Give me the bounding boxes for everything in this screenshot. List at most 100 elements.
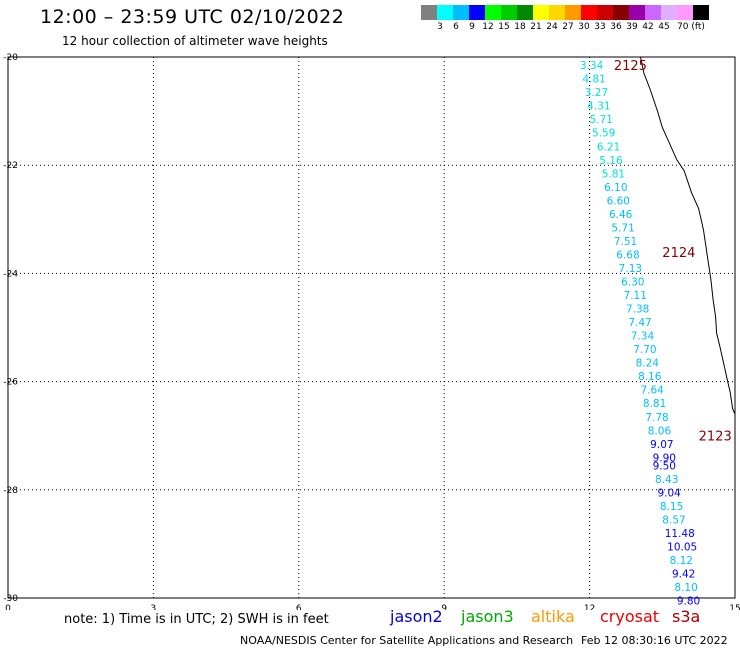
satellite-name: jason3	[461, 607, 514, 626]
track-id-label: 2124	[662, 246, 695, 261]
wave-height-label: 8.16	[638, 371, 662, 383]
legend-swatch	[453, 5, 469, 20]
legend-label: 33	[594, 22, 606, 32]
legend-swatch	[501, 5, 517, 20]
wave-height-label: 7.64	[640, 385, 664, 397]
wave-height-label: 6.21	[597, 141, 620, 153]
track-id-label: 2125	[614, 59, 647, 74]
wave-height-label: 3.27	[585, 87, 608, 99]
wave-height-label: 8.12	[670, 555, 693, 567]
legend-swatch	[437, 5, 453, 20]
map-frame	[7, 56, 736, 599]
credit-line: NOAA/NESDIS Center for Satellite Applica…	[240, 634, 574, 647]
y-tick-label: -24	[3, 269, 18, 279]
x-tick-label: 0	[5, 604, 11, 610]
wave-height-label: 6.10	[604, 182, 627, 194]
legend-swatch	[565, 5, 581, 20]
wave-height-label: 8.15	[660, 501, 683, 513]
generated-timestamp: Feb 12 08:30:16 UTC 2022	[581, 634, 728, 647]
wave-height-label: 9.42	[672, 569, 695, 581]
wave-height-label: 7.47	[628, 317, 651, 329]
legend-label: 36	[610, 22, 622, 32]
x-tick-label: 6	[296, 604, 302, 610]
wave-height-label: 8.24	[636, 358, 660, 370]
legend-swatch	[693, 5, 709, 20]
legend-swatch	[421, 5, 437, 20]
legend-swatch	[469, 5, 485, 20]
wave-height-map: 0 3 6 9 12 15 -20 -22 -24 -26 -28 -30 3.34 4.813.27 4.…	[3, 53, 740, 610]
y-tick-label: -28	[3, 486, 18, 496]
wave-height-label: 7.11	[624, 290, 647, 302]
legend-swatch	[613, 5, 629, 20]
legend-label: 45	[658, 22, 670, 32]
legend-label: 15	[498, 22, 510, 32]
wave-height-label: 9.07	[650, 439, 673, 451]
wave-height-label: 6.60	[607, 195, 630, 207]
x-tick-label: 3	[151, 604, 157, 610]
satellite-name: altika	[531, 607, 575, 626]
legend-label: 30	[578, 22, 590, 32]
wave-height-label: 6.46	[609, 209, 633, 221]
legend-label: 3	[437, 22, 443, 32]
legend-swatch	[677, 5, 693, 20]
legend-label: 6	[453, 22, 459, 32]
legend-label: 9	[469, 22, 475, 32]
wave-height-label: 5.81	[602, 168, 625, 180]
wave-height-label: 4.31	[587, 101, 610, 113]
wave-height-label: 7.38	[626, 304, 649, 316]
track-id-label: 2123	[699, 430, 732, 445]
wave-height-label: 5.16	[599, 155, 623, 167]
legend-swatch	[485, 5, 501, 20]
x-tick-label: 9	[441, 604, 447, 610]
wave-height-label: 8.57	[662, 515, 685, 527]
satellite-name: jason2	[390, 607, 443, 626]
wave-height-label: 8.10	[674, 582, 697, 594]
legend-label: 12	[482, 22, 494, 32]
wave-height-label: 7.70	[633, 344, 656, 356]
wave-height-label: 9.80	[677, 596, 700, 608]
color-scale-legend	[421, 5, 709, 20]
wave-height-label: 7.13	[619, 263, 642, 275]
page-title: 12:00 – 23:59 UTC 02/10/2022	[40, 6, 345, 28]
legend-swatch	[533, 5, 549, 20]
wave-height-label: 10.05	[667, 542, 697, 554]
legend-label: 42	[642, 22, 654, 32]
wave-height-label: 5.71	[611, 222, 634, 234]
wave-height-label: 6.30	[621, 277, 644, 289]
legend-swatch	[517, 5, 533, 20]
legend-swatch	[549, 5, 565, 20]
legend-label: 21	[530, 22, 542, 32]
wave-height-label: 8.43	[655, 474, 678, 486]
wave-height-label: 3.34	[580, 60, 604, 72]
wave-height-label: 7.51	[614, 236, 637, 248]
legend-label: 39	[626, 22, 638, 32]
wave-height-label: 6.68	[616, 249, 639, 261]
wave-height-label: 7.34	[631, 331, 655, 343]
wave-height-label: 9.50	[653, 460, 676, 472]
x-tick-label: 12	[584, 604, 595, 610]
footer-note: note: 1) Time is in UTC; 2) SWH is in fe…	[64, 612, 329, 627]
coastline	[640, 56, 736, 415]
y-tick-label: -30	[3, 594, 18, 604]
y-tick-label: -22	[3, 161, 18, 171]
wave-height-label: 9.90	[653, 452, 676, 464]
legend-swatch	[629, 5, 645, 20]
wave-height-label: 8.81	[643, 398, 666, 410]
satellite-name: cryosat	[600, 607, 660, 626]
legend-label: 70 (ft)	[677, 22, 705, 32]
wave-height-label: 8.06	[648, 425, 672, 437]
y-tick-label: -26	[3, 378, 18, 388]
page-subtitle: 12 hour collection of altimeter wave hei…	[62, 34, 328, 48]
y-tick-label: -20	[3, 53, 18, 63]
legend-label: 27	[562, 22, 574, 32]
legend-swatch	[645, 5, 661, 20]
wave-height-label: 7.78	[645, 412, 668, 424]
wave-height-label: 4.81	[582, 74, 605, 86]
satellite-name: s3a	[672, 607, 701, 626]
wave-height-label: 11.48	[665, 528, 695, 540]
x-tick-label: 15	[729, 604, 740, 610]
legend-swatch	[581, 5, 597, 20]
wave-height-label: 5.71	[590, 114, 613, 126]
wave-height-label: 5.59	[592, 128, 615, 140]
